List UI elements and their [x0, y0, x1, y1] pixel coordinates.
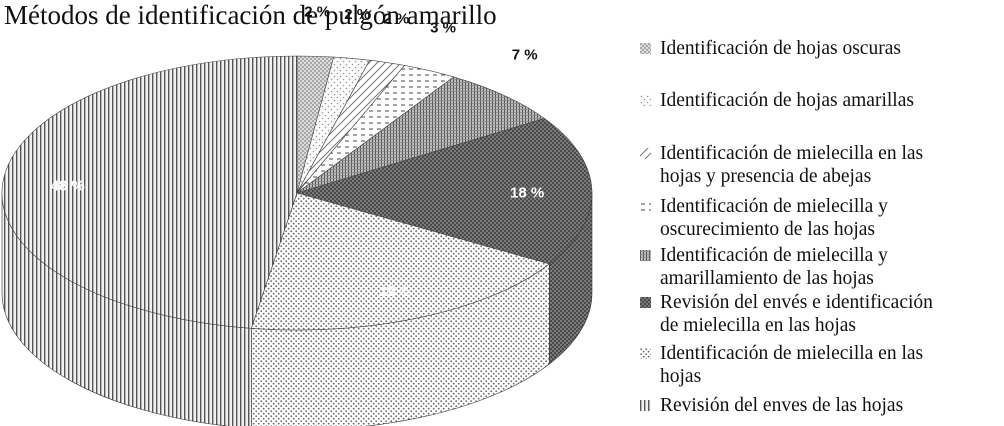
- chart-title: Métodos de identificación de pulgón amar…: [4, 0, 497, 30]
- legend-swatch: [640, 297, 651, 308]
- legend-swatch: [640, 348, 651, 359]
- legend-label: Identificación de hojas amarillas: [660, 90, 914, 111]
- legend-swatch: [640, 201, 651, 212]
- legend-label: Revisión del envés e identificación de m…: [660, 292, 933, 336]
- legend-label: Identificación de mielecilla y amarillam…: [660, 245, 888, 289]
- data-label-6: 19%: [379, 283, 409, 300]
- data-label-2: 2 %: [383, 11, 409, 28]
- legend-swatch: [640, 250, 651, 261]
- legend-swatch: [640, 95, 651, 106]
- data-label-0: 2 %: [304, 4, 330, 21]
- legend-swatch: [640, 148, 651, 159]
- legend-label: Revisión del enves de las hojas: [660, 395, 904, 416]
- legend-label: Identificación de mielecilla y oscurecim…: [660, 196, 888, 240]
- legend-label: Identificación de mielecilla en las hoja…: [660, 143, 924, 187]
- pie-slice-7: [1, 55, 298, 329]
- data-label-5: 18 %: [510, 184, 544, 201]
- pie-slice-6: [250, 192, 551, 331]
- data-label-4: 7 %: [512, 47, 538, 64]
- data-label-1: 2 %: [344, 6, 370, 23]
- pie-slice-5: [295, 118, 593, 265]
- legend-label: Identificación de mielecilla en las hoja…: [660, 343, 924, 387]
- pie-slice-4: [296, 76, 546, 194]
- legend-label: Identificación de hojas oscuras: [660, 38, 901, 59]
- legend-swatch: [640, 400, 651, 411]
- data-label-7: 48 %: [50, 178, 84, 195]
- legend: Identificación de hojas oscuras Identific…: [636, 37, 1004, 426]
- data-label-3: 3 %: [430, 19, 456, 36]
- legend-swatch: [640, 43, 651, 54]
